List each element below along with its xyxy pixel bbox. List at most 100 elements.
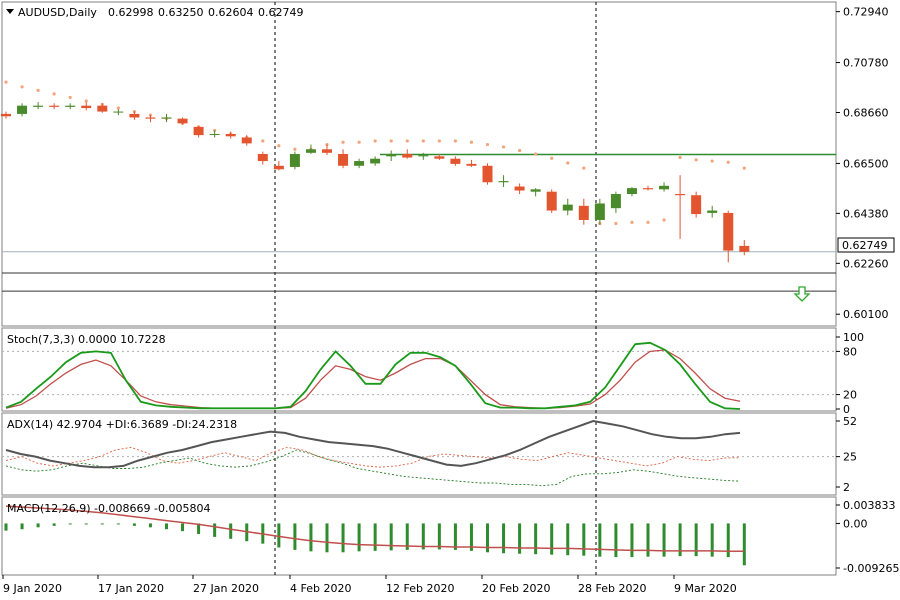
sar-dot	[373, 139, 377, 143]
candle-body	[691, 195, 702, 215]
sar-dot	[116, 106, 120, 110]
macd-bar	[357, 523, 361, 552]
candle-body	[418, 155, 429, 157]
sar-dot	[20, 85, 24, 89]
ohlc-open: 0.62998	[108, 6, 154, 19]
macd-bar	[100, 523, 104, 525]
macd-bar	[437, 523, 441, 550]
candle-body	[514, 186, 525, 191]
stoch-label: Stoch(7,3,3) 0.0000 10.7228	[7, 333, 166, 346]
candle-body	[81, 105, 92, 109]
candle-body	[273, 165, 284, 170]
candle-body	[33, 105, 44, 107]
macd-bar	[148, 523, 152, 528]
macd-tick-label: 0.003833	[843, 499, 896, 512]
macd-bar	[84, 523, 88, 525]
candle-body	[675, 194, 686, 196]
price-axis: 0.72940 0.70780 0.68660 0.66500 0.64380 0.622…	[836, 6, 889, 321]
macd-bar	[277, 523, 281, 548]
macd-bar	[742, 523, 746, 566]
macd-bar	[630, 523, 634, 558]
candle-body	[370, 158, 381, 164]
macd-bar	[293, 523, 297, 550]
adx-label: ADX(14) 42.9704 +DI:6.3689 -DI:24.2318	[7, 418, 237, 431]
price-tick-label: 0.62260	[843, 257, 889, 270]
sar-dot	[405, 139, 409, 143]
date-axis: 9 Jan 2020 17 Jan 2020 27 Jan 2020 4 Feb 20…	[2, 575, 737, 595]
sar-dot	[84, 99, 88, 103]
candle-body	[161, 117, 172, 119]
price-tick-label: 0.64380	[843, 207, 889, 220]
date-tick-label: 17 Jan 2020	[98, 582, 164, 595]
candle-body	[97, 105, 108, 112]
macd-signal-line	[5, 505, 745, 553]
sar-dot	[437, 139, 441, 143]
stoch-main-line	[5, 341, 741, 410]
macd-bar	[598, 523, 602, 557]
sar-dot	[646, 220, 650, 224]
sar-dot	[630, 220, 634, 224]
current-price-tag	[837, 237, 895, 253]
candle-body	[643, 188, 653, 190]
candle-body	[402, 153, 413, 158]
candle-body	[49, 105, 60, 107]
candle-body	[386, 153, 397, 157]
date-tick-label: 27 Jan 2020	[193, 582, 259, 595]
candlesticks	[1, 102, 750, 263]
sar-dot	[726, 160, 730, 164]
price-tick-label: 0.70780	[843, 57, 889, 70]
candle-body	[594, 203, 605, 220]
macd-indicator: 0.003833 0.00 -0.009265	[4, 499, 899, 575]
candle-body	[225, 133, 236, 137]
macd-bar	[165, 523, 168, 530]
macd-bar	[421, 523, 425, 550]
price-levels	[2, 153, 836, 292]
macd-bar	[614, 523, 618, 558]
macd-bar	[566, 523, 570, 556]
sar-dot	[534, 152, 538, 156]
macd-bar	[405, 523, 409, 550]
date-tick-label: 9 Mar 2020	[674, 582, 737, 595]
macd-bar	[36, 523, 40, 528]
stoch-panel-frame	[1, 327, 837, 412]
ohlc-low: 0.62604	[208, 6, 254, 19]
price-tick-label: 0.66500	[843, 157, 889, 170]
candle-body	[739, 245, 750, 252]
sar-dot	[550, 156, 554, 160]
macd-bar	[389, 523, 393, 551]
sar-dot	[678, 155, 682, 160]
sar-dot	[36, 88, 40, 92]
macd-bar	[726, 523, 730, 558]
adx-plus-di-line	[5, 449, 741, 487]
down-arrow-icon	[793, 286, 811, 302]
candle-body	[626, 188, 637, 195]
sar-dot	[389, 139, 393, 143]
candle-body	[145, 117, 156, 119]
price-tick-label: 0.60100	[843, 308, 889, 321]
candle-body	[322, 149, 332, 153]
sar-dot	[469, 140, 474, 144]
macd-bar	[486, 523, 489, 553]
candle-body	[610, 194, 621, 209]
adx-indicator: 52 25 2	[2, 415, 857, 494]
macd-bar	[453, 523, 457, 550]
candle-body	[113, 111, 124, 113]
date-tick-label: 20 Feb 2020	[482, 582, 550, 595]
candle-body	[129, 113, 140, 118]
macd-bar	[518, 523, 522, 554]
candle-body	[338, 153, 349, 166]
macd-bar	[4, 523, 8, 531]
macd-bar	[197, 523, 201, 535]
macd-bar	[373, 523, 377, 551]
candle-body	[193, 126, 204, 136]
candle-body	[482, 165, 493, 183]
adx-minus-di-line	[5, 446, 741, 468]
ohlc-close: 0.62749	[258, 6, 304, 19]
date-tick-label: 28 Feb 2020	[578, 582, 646, 595]
candle-body	[723, 212, 734, 251]
main-panel-frame	[1, 1, 837, 327]
macd-bar	[181, 523, 185, 532]
dropdown-triangle-icon[interactable]	[6, 9, 14, 14]
candle-body	[289, 153, 300, 167]
